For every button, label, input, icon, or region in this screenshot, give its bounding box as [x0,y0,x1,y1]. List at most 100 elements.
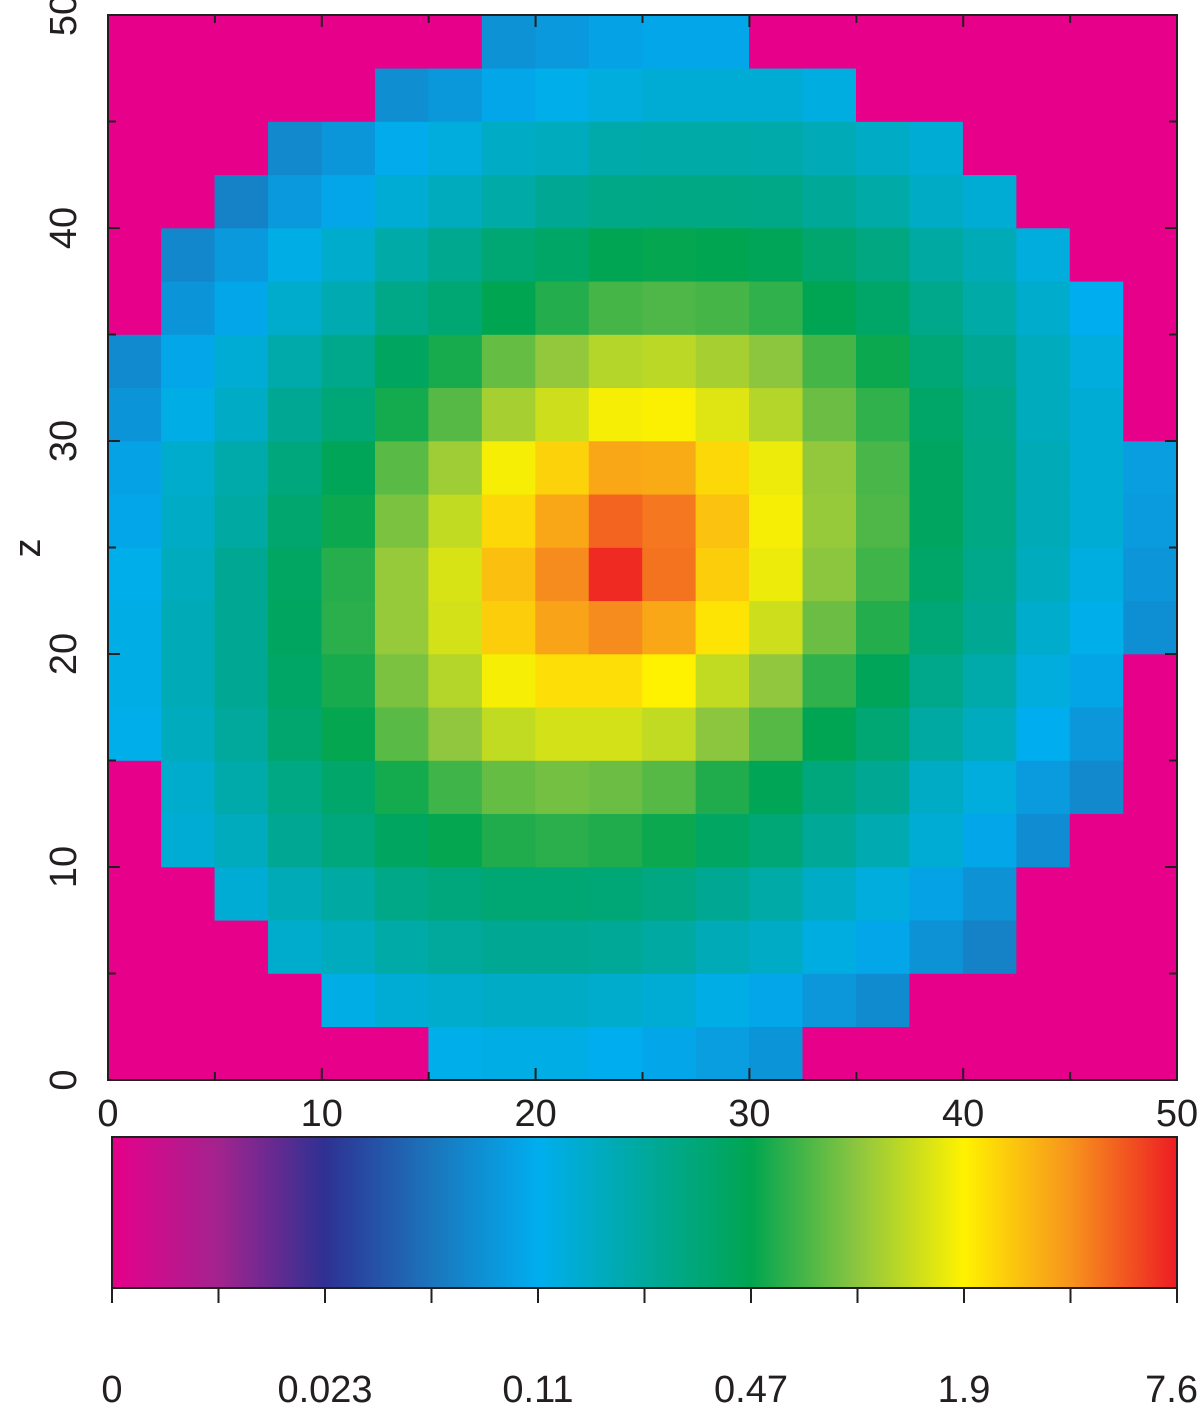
heatmap-cell [588,600,643,655]
heatmap-cell [749,67,804,122]
heatmap-cell [588,653,643,708]
heatmap-cell [268,866,323,921]
heatmap-cell [161,493,216,548]
heatmap-cell [749,813,804,868]
heatmap-cell [535,440,590,495]
heatmap-cell [855,813,911,868]
heatmap-cell [962,813,1017,868]
heatmap-cell [481,866,536,921]
heatmap-cell [642,387,697,442]
heatmap-cell [1069,387,1124,442]
y-tick-label: 40 [43,207,85,249]
heatmap-cell [107,706,162,761]
heatmap-cell [268,919,323,974]
heatmap-cell [1016,600,1071,655]
heatmap-cell [749,14,804,69]
heatmap-cell [695,760,750,815]
heatmap-cell [535,919,590,974]
heatmap-cell [1069,121,1124,176]
heatmap-cell [749,493,804,548]
heatmap-cell [962,174,1017,229]
heatmap-cell [161,1026,216,1081]
heatmap-cell [588,387,643,442]
heatmap-cell [214,706,269,761]
heatmap-cell [321,67,376,122]
heatmap-cell [107,760,162,815]
heatmap-cell [855,334,911,389]
heatmap-cell [749,121,804,176]
heatmap-cell [535,973,590,1028]
heatmap-cell [1016,866,1071,921]
heatmap-cell [695,653,750,708]
heatmap-cell [962,600,1017,655]
heatmap-cell [214,760,269,815]
heatmap-cell [161,280,216,335]
heatmap-cell [695,67,750,122]
heatmap-cell [909,493,964,548]
heatmap-cell [962,121,1017,176]
heatmap-cell [481,227,536,282]
heatmap-cell [1123,600,1178,655]
heatmap-cell [1123,1026,1178,1081]
heatmap-cell [909,760,964,815]
heatmap-cell [1016,174,1071,229]
heatmap-cell [802,280,857,335]
heatmap-cell [321,280,376,335]
heatmap-cell [321,387,376,442]
heatmap-cell [802,121,857,176]
heatmap-cell [749,440,804,495]
heatmap-cell [321,813,376,868]
heatmap-cell [1016,334,1071,389]
heatmap-cell [1016,1026,1071,1081]
heatmap-cell [374,547,430,602]
heatmap-cell [1069,547,1124,602]
heatmap-cell [962,866,1017,921]
heatmap-cell [962,280,1017,335]
heatmap-cell [1069,706,1124,761]
heatmap-cell [321,866,376,921]
heatmap-cell [428,760,483,815]
heatmap-cell [374,174,430,229]
heatmap-cell [1016,493,1071,548]
heatmap-cell [268,334,323,389]
heatmap-cell [802,706,857,761]
heatmap-cell [962,334,1017,389]
heatmap-cell [802,334,857,389]
heatmap-cell [268,174,323,229]
heatmap-cell [695,121,750,176]
heatmap-cell [428,67,483,122]
heatmap-cell [1123,973,1178,1028]
heatmap-cell [642,760,697,815]
heatmap-cell [962,440,1017,495]
colorbar-tick-label: 0.023 [277,1369,372,1411]
heatmap-cell [909,547,964,602]
heatmap-cell [695,973,750,1028]
heatmap-cell [161,919,216,974]
heatmap-cell [909,919,964,974]
heatmap-cell [107,493,162,548]
heatmap-cell [268,706,323,761]
heatmap-cell [374,67,430,122]
heatmap-cell [802,866,857,921]
heatmap-cell [374,14,430,69]
heatmap-cell [962,14,1017,69]
heatmap-cell [481,334,536,389]
heatmap-cell [1069,174,1124,229]
heatmap-cell [268,440,323,495]
heatmap-cell [749,706,804,761]
heatmap-cell [695,334,750,389]
heatmap-cell [1016,121,1071,176]
heatmap-cell [107,67,162,122]
heatmap-cell [428,706,483,761]
heatmap-cell [107,1026,162,1081]
heatmap-cell [428,174,483,229]
heatmap-cell [909,387,964,442]
heatmap-cell [695,866,750,921]
heatmap-cell [214,653,269,708]
heatmap-cell [1016,440,1071,495]
heatmap-cell [1069,600,1124,655]
heatmap-cell [107,653,162,708]
heatmap-cell [161,760,216,815]
heatmap-cell [642,866,697,921]
heatmap-cell [642,1026,697,1081]
